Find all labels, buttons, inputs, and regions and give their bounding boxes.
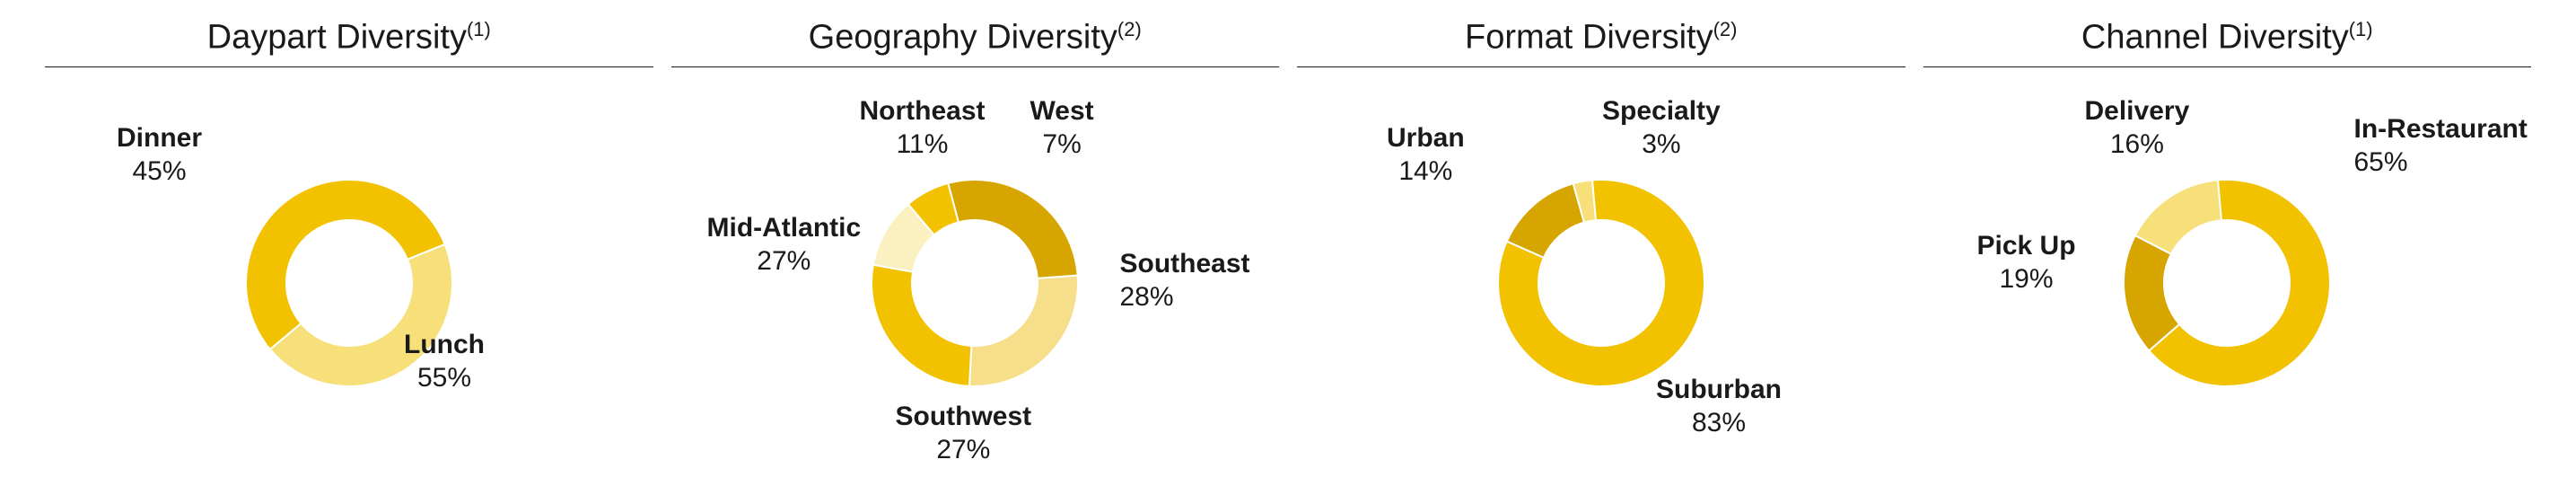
slice-label: In-Restaurant65% <box>2354 112 2528 180</box>
slice-label: Southwest27% <box>896 400 1032 467</box>
chart-area: Dinner45% Lunch55% <box>45 94 653 472</box>
title-text: Geography Diversity <box>809 19 1117 57</box>
chart-panel-3: Channel Diversity(1) Delivery16% In-Restau… <box>1923 18 2532 477</box>
slice-label-name: Specialty <box>1602 94 1721 128</box>
footnote-marker: (1) <box>467 18 491 40</box>
donut-chart <box>2092 148 2361 418</box>
slice-label-name: Urban <box>1387 121 1465 155</box>
chart-title: Daypart Diversity(1) <box>45 18 653 67</box>
slice-label: Northeast11% <box>860 94 986 162</box>
chart-panel-0: Daypart Diversity(1) Dinner45% Lunch55% <box>45 18 653 477</box>
slice-label-pct: 65% <box>2354 146 2528 180</box>
slice-label-name: Delivery <box>2085 94 2190 128</box>
slice-label-name: Mid-Atlantic <box>707 211 862 245</box>
chart-area: Northeast11%West7%Mid-Atlantic27%Southea… <box>671 94 1280 472</box>
title-text: Daypart Diversity <box>207 19 467 57</box>
chart-title: Format Diversity(2) <box>1297 18 1906 67</box>
slice-label-pct: 27% <box>707 244 862 278</box>
slice-label: Pick Up19% <box>1977 229 2076 296</box>
slice-label-name: Southwest <box>896 400 1032 434</box>
slice-label: Specialty3% <box>1602 94 1721 162</box>
slice-label-pct: 83% <box>1656 406 1782 440</box>
slice-label-name: Pick Up <box>1977 229 2076 263</box>
title-text: Channel Diversity <box>2081 19 2349 57</box>
donut-slice <box>872 264 971 385</box>
chart-panel-2: Format Diversity(2) Specialty3% Urban14% Su… <box>1297 18 1906 477</box>
footnote-marker: (2) <box>1713 18 1738 40</box>
donut-chart <box>840 148 1109 418</box>
slice-label: Suburban83% <box>1656 373 1782 440</box>
slice-label-pct: 7% <box>1030 128 1094 162</box>
slice-label-pct: 16% <box>2085 128 2190 162</box>
donut-slice <box>948 180 1077 278</box>
chart-area: Delivery16% In-Restaurant65% Pick Up19% <box>1923 94 2532 472</box>
chart-panel-1: Geography Diversity(2) Northeast11% West7%… <box>671 18 1280 477</box>
slice-label: Lunch55% <box>404 328 485 395</box>
slice-label-pct: 28% <box>1120 280 1250 314</box>
slice-label-name: Lunch <box>404 328 485 362</box>
slice-label-name: Southeast <box>1120 247 1250 281</box>
slice-label-pct: 11% <box>860 128 986 162</box>
slice-label: Delivery16% <box>2085 94 2190 162</box>
slice-label: Southeast28% <box>1120 247 1250 314</box>
chart-title: Geography Diversity(2) <box>671 18 1280 67</box>
footnote-marker: (2) <box>1117 18 1142 40</box>
slice-label-name: West <box>1030 94 1094 128</box>
donut-slice <box>1507 183 1584 257</box>
slice-label-name: Suburban <box>1656 373 1782 407</box>
slice-label-name: In-Restaurant <box>2354 112 2528 146</box>
donut-slice <box>2135 180 2221 253</box>
chart-area: Specialty3% Urban14% Suburban83% <box>1297 94 1906 472</box>
slice-label: Dinner45% <box>117 121 202 189</box>
slice-label-pct: 19% <box>1977 262 2076 296</box>
chart-title: Channel Diversity(1) <box>1923 18 2532 67</box>
footnote-marker: (1) <box>2349 18 2373 40</box>
slice-label-pct: 27% <box>896 433 1032 467</box>
slice-label-pct: 14% <box>1387 155 1465 189</box>
slice-label-pct: 45% <box>117 155 202 189</box>
slice-label-name: Dinner <box>117 121 202 155</box>
slice-label-pct: 55% <box>404 361 485 395</box>
slice-label: Mid-Atlantic27% <box>707 211 862 278</box>
slice-label: Urban14% <box>1387 121 1465 189</box>
slice-label-name: Northeast <box>860 94 986 128</box>
title-text: Format Diversity <box>1465 19 1713 57</box>
donut-slice <box>969 275 1078 385</box>
slice-label: West7% <box>1030 94 1094 162</box>
slice-label-pct: 3% <box>1602 128 1721 162</box>
